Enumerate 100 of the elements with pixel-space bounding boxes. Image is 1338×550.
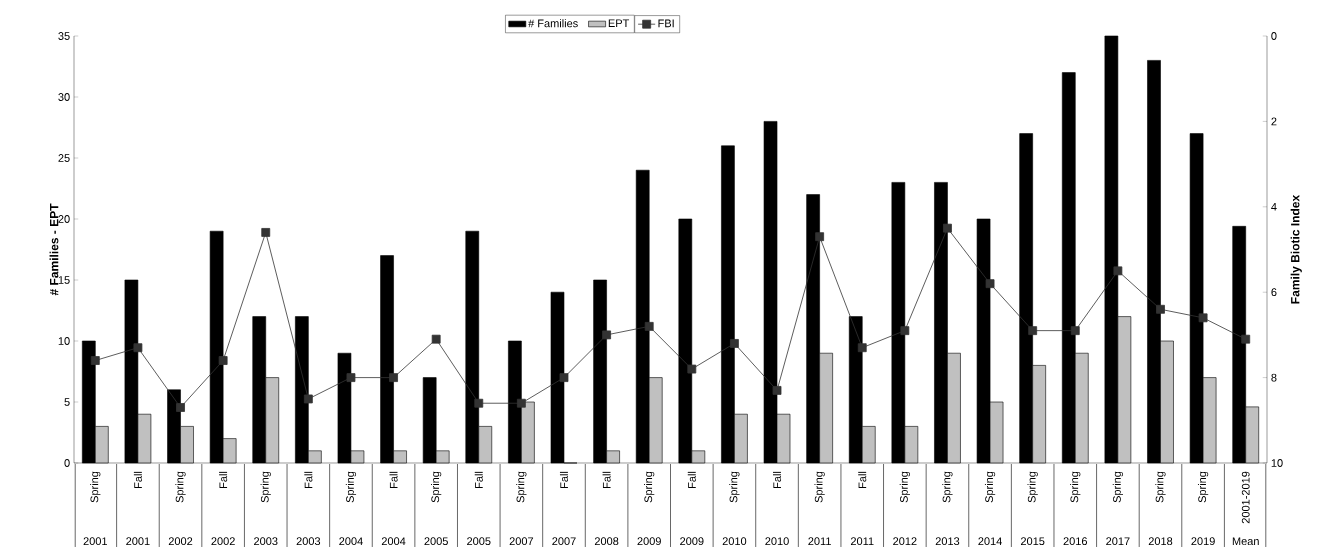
- point: [346, 373, 356, 383]
- point: [772, 386, 782, 395]
- y2-axis-title: Family Biotic Index: [1290, 194, 1302, 304]
- text: 2010: [722, 537, 747, 546]
- point: [815, 232, 825, 242]
- text: 2002: [168, 537, 193, 546]
- text: 2011: [850, 537, 874, 546]
- y2-tick-label: 4: [1271, 203, 1277, 211]
- text: 2015: [1020, 537, 1045, 546]
- x-tick-label: Fall: [687, 471, 696, 488]
- x-tick-label: Fall: [602, 471, 611, 488]
- x-tick-label: 2001-2019: [1241, 471, 1250, 524]
- point: [943, 223, 952, 233]
- text: 2013: [935, 537, 960, 546]
- y-axis-title: # Families - EPT: [49, 203, 59, 296]
- y2-tick-label: 10: [1271, 459, 1283, 467]
- point: [1070, 326, 1080, 336]
- point: [985, 279, 995, 289]
- point: [176, 403, 185, 412]
- point: [1241, 334, 1251, 344]
- legend-label: # Families: [528, 19, 578, 28]
- x-tick-label: Spring: [1070, 471, 1081, 503]
- y-tick-label: 15: [58, 276, 70, 284]
- point: [218, 356, 228, 365]
- text: 2009: [680, 537, 704, 546]
- text: 2004: [339, 537, 363, 546]
- point: [431, 334, 441, 344]
- text: 2004: [381, 537, 406, 546]
- x-tick-label: Spring: [175, 471, 186, 503]
- text: 2019: [1191, 537, 1215, 546]
- text: 2001: [126, 537, 150, 546]
- y-tick-label: 35: [58, 32, 70, 40]
- text: 2018: [1148, 537, 1173, 546]
- point: [1156, 304, 1165, 314]
- point: [516, 398, 526, 408]
- x-tick-label: Fall: [559, 471, 569, 488]
- point: [559, 373, 569, 383]
- x-tick-label: Fall: [474, 471, 483, 488]
- text: 2017: [1106, 537, 1130, 546]
- y2-tick-label: 6: [1271, 288, 1277, 297]
- x-tick-label: Fall: [133, 471, 142, 488]
- y-tick-label: 10: [58, 337, 70, 345]
- y2-tick-label: 2: [1271, 117, 1277, 126]
- y2-tick-label: 8: [1271, 373, 1277, 382]
- y-tick-label: 5: [64, 398, 70, 406]
- text: 2014: [978, 537, 1002, 546]
- legend-label: FBI: [658, 19, 674, 28]
- point: [1198, 313, 1208, 323]
- x-tick-label: Spring: [90, 471, 101, 503]
- text: 2002: [211, 537, 235, 546]
- point: [900, 326, 910, 336]
- text: 2005: [467, 537, 491, 546]
- x-tick-label: Fall: [389, 471, 398, 488]
- point: [730, 339, 739, 348]
- text: 2003: [254, 537, 278, 546]
- point: [474, 398, 484, 408]
- point: [602, 330, 611, 340]
- x-tick-label: Fall: [304, 471, 313, 488]
- x-tick-label: Fall: [772, 471, 782, 488]
- y-tick-label: 30: [58, 93, 70, 101]
- point: [90, 356, 100, 365]
- point: [644, 321, 654, 331]
- x-tick-label: Spring: [516, 471, 527, 503]
- text: 2003: [296, 537, 321, 546]
- y-tick-label: 0: [64, 459, 70, 467]
- text: Mean: [1232, 537, 1259, 546]
- point: [1028, 326, 1038, 336]
- x-tick-label: Spring: [899, 471, 910, 503]
- text: 2005: [424, 537, 448, 546]
- x-tick-label: Spring: [260, 471, 271, 503]
- text: 2016: [1063, 537, 1088, 546]
- x-tick-label: Spring: [644, 471, 655, 503]
- point: [303, 394, 313, 404]
- point: [687, 364, 697, 374]
- x-tick-label: Spring: [1197, 471, 1209, 503]
- x-tick-label: Spring: [431, 471, 442, 503]
- x-tick-label: Spring: [1027, 471, 1038, 503]
- x-tick-label: Fall: [219, 471, 228, 488]
- x-tick-label: Spring: [984, 471, 996, 503]
- x-tick-label: Spring: [1112, 471, 1123, 503]
- x-tick-label: Spring: [814, 471, 825, 503]
- point: [1113, 266, 1123, 276]
- point: [389, 373, 398, 383]
- y-tick-label: 20: [58, 215, 70, 223]
- text: 2007: [552, 537, 576, 546]
- text: 2007: [509, 537, 534, 546]
- x-tick-label: Spring: [729, 471, 740, 503]
- x-tick-label: Spring: [942, 471, 953, 503]
- text: 2012: [893, 537, 917, 546]
- y2-tick-label: 0: [1271, 32, 1277, 40]
- text: 2008: [594, 537, 619, 546]
- x-tick-label: Spring: [1155, 471, 1166, 503]
- x-tick-label: Fall: [858, 471, 867, 488]
- text: 2009: [637, 537, 661, 546]
- text: 2011: [808, 537, 831, 546]
- point: [261, 228, 271, 237]
- point: [857, 343, 867, 353]
- text: 2001: [83, 537, 108, 546]
- text: 2010: [765, 537, 789, 546]
- legend-label: EPT: [608, 19, 630, 27]
